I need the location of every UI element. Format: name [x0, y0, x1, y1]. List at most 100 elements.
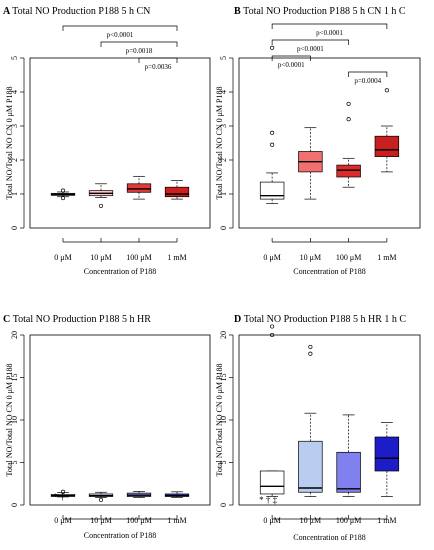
box-2 [336, 414, 361, 497]
y-axis-label: Total NO/Total NO CN 0 μM P188 [215, 87, 224, 200]
x-axis-label: Concentration of P188 [293, 267, 365, 276]
outlier-point [270, 142, 275, 147]
box-body [336, 164, 361, 178]
box-body [259, 470, 285, 495]
outlier-point [270, 324, 275, 329]
x-tick-label: 10 μM [90, 253, 111, 262]
box-2 [126, 491, 152, 498]
y-tick-label: 0 [10, 226, 19, 230]
title-text: Total NO Production P188 5 h CN [12, 6, 150, 17]
outlier-point [270, 332, 275, 338]
x-axis-label: Concentration of P188 [293, 533, 365, 542]
y-tick-label: 1 [10, 192, 19, 196]
chart-title: B Total NO Production P188 5 h CN 1 h C [234, 6, 406, 17]
x-tick-label: 100 μM [336, 516, 361, 525]
chart-title: C Total NO Production P188 5 h HR [3, 314, 151, 325]
box-body [336, 451, 361, 493]
plot-frame [29, 334, 211, 506]
outlier-point [60, 196, 66, 201]
y-tick-label: 3 [10, 124, 19, 128]
x-tick-label: 0 μM [54, 253, 71, 262]
x-tick-label: 10 μM [90, 516, 111, 525]
y-tick-label: 4 [219, 90, 228, 94]
x-axis-label: Concentration of P188 [84, 267, 156, 276]
y-tick-label: 10 [10, 416, 19, 424]
panel-c: C Total NO Production P188 5 h HR 0 5 10 15 2… [3, 314, 211, 540]
box-3 [374, 88, 400, 173]
outlier-point [346, 117, 351, 122]
outlier-point [60, 489, 66, 494]
y-axis-label: Total NO/Total NO CN 0 μM P188 [5, 87, 14, 200]
y-tick-label: 10 [219, 416, 228, 424]
y-axis-label: Total NO/Total NO CN 0 μM P188 [5, 364, 14, 477]
box-body [126, 183, 152, 193]
significance-bracket: p<0.0001 [271, 39, 349, 53]
box-body [259, 181, 285, 200]
bracket-line [62, 25, 178, 31]
panel-b: B Total NO Production P188 5 h CN 1 h C 0… [215, 6, 421, 276]
y-tick-label: 3 [219, 124, 228, 128]
x-axis-label: Concentration of P188 [84, 531, 156, 540]
title-text: Total NO Production P188 5 h HR [13, 314, 152, 325]
panel-letter: B [234, 6, 243, 17]
bracket-line [271, 55, 311, 61]
y-tick-label: 15 [219, 374, 228, 382]
x-tick-label: 10 μM [300, 253, 321, 262]
box-1 [298, 127, 323, 200]
x-tick-label: 1 mM [377, 253, 396, 262]
bracket-line [100, 41, 178, 47]
box-3 [164, 491, 190, 498]
x-tick-label: 0 μM [54, 516, 71, 525]
x-tick-label: 0 μM [263, 253, 280, 262]
box-body [374, 436, 400, 472]
plot-frame [238, 57, 421, 229]
outlier-point [346, 101, 351, 106]
outlier-point [384, 88, 389, 93]
bracket-line [271, 39, 349, 45]
box-2 [126, 175, 152, 200]
bracket-line [138, 57, 178, 63]
outlier-point [308, 344, 313, 349]
x-tick-label: 100 μM [126, 253, 151, 262]
significance-bracket: p=0.0036 [138, 57, 178, 71]
y-tick-label: 15 [10, 374, 19, 382]
significance-symbols: * † ‡ [259, 495, 278, 505]
x-tick-label: 100 μM [336, 253, 361, 262]
x-tick-label: 10 μM [300, 516, 321, 525]
panel-letter: A [3, 6, 12, 17]
chart-title: A Total NO Production P188 5 h CN [3, 6, 150, 17]
y-tick-label: 20 [10, 331, 19, 339]
p-value-label: p<0.0001 [278, 61, 305, 69]
title-text: Total NO Production P188 5 h CN 1 h C [243, 6, 406, 17]
significance-bracket: p<0.0001 [271, 55, 311, 69]
x-tick-label: 0 μM [263, 516, 280, 525]
p-value-label: p=0.0036 [145, 63, 172, 71]
plot-frame [238, 334, 421, 506]
y-tick-label: 5 [10, 461, 19, 465]
title-text: Total NO Production P188 5 h HR 1 h C [244, 314, 407, 325]
y-tick-label: 0 [10, 503, 19, 507]
x-tick-label: 1 mM [167, 516, 186, 525]
y-tick-label: 2 [219, 158, 228, 162]
box-0 [50, 489, 76, 498]
p-value-label: p<0.0001 [297, 45, 324, 53]
bracket-line [271, 23, 388, 29]
y-tick-label: 5 [10, 56, 19, 60]
x-tick-label: 100 μM [126, 516, 151, 525]
y-tick-label: 20 [219, 331, 228, 339]
bracket-line [348, 71, 388, 77]
outlier-point [98, 203, 104, 208]
y-tick-label: 1 [219, 192, 228, 196]
outlier-point [308, 351, 313, 356]
outlier-point [60, 188, 66, 193]
box-1 [88, 183, 114, 208]
significance-bracket: p=0.0018 [100, 41, 178, 55]
box-0 [259, 324, 285, 497]
panel-letter: D [234, 314, 244, 325]
significance-symbols: * † [53, 492, 65, 502]
significance-bracket: p<0.0001 [62, 25, 178, 39]
plot-frame [29, 57, 211, 229]
box-1 [298, 344, 323, 497]
box-1 [88, 491, 114, 502]
